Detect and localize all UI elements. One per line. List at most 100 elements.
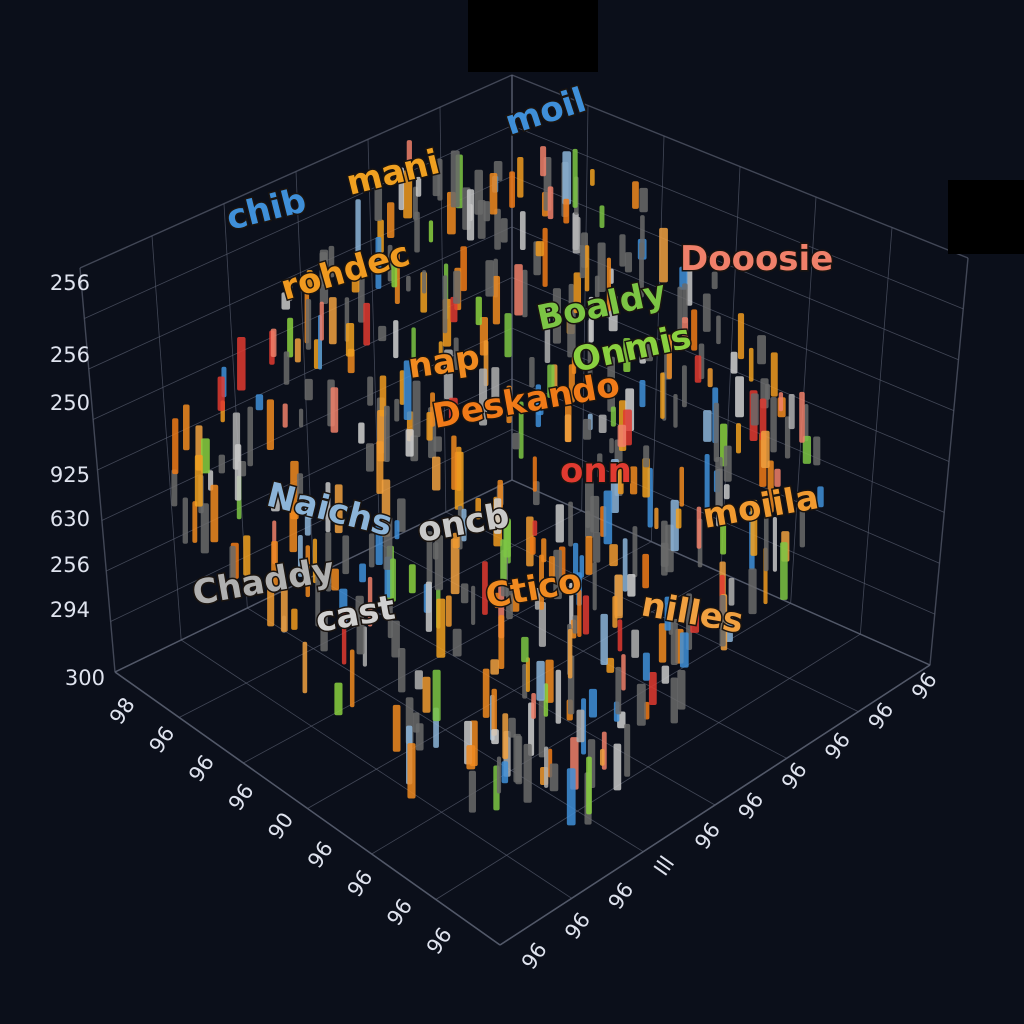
grid-line (511, 277, 950, 462)
bristle (761, 430, 770, 469)
bristle (598, 414, 607, 434)
bristle (460, 246, 467, 292)
bristle (568, 501, 573, 547)
bristle (407, 743, 416, 799)
bristle (804, 403, 809, 442)
bristle (280, 584, 288, 632)
bristle (725, 612, 733, 643)
grid-line (499, 664, 931, 946)
bristle (355, 595, 364, 626)
bristle (475, 296, 482, 326)
bristle (617, 461, 624, 495)
bristle (391, 620, 400, 658)
y-axis-label: 294 (50, 598, 90, 622)
bristle (391, 256, 398, 288)
bristle (500, 539, 507, 581)
bristle (590, 169, 595, 186)
bristle (243, 535, 251, 576)
bristle (661, 665, 670, 684)
bristle (403, 360, 412, 421)
bristle (325, 482, 331, 533)
bristle (491, 688, 497, 736)
bristle (331, 568, 339, 591)
bristle (302, 641, 308, 694)
bristle (567, 306, 576, 358)
bristle (648, 671, 657, 706)
bristle (341, 608, 347, 665)
bristle (403, 170, 413, 219)
bristle (535, 241, 544, 257)
bristle (451, 435, 457, 490)
bristle (603, 490, 613, 545)
bristle (704, 454, 710, 513)
bristle (325, 532, 332, 585)
bristle (640, 215, 645, 258)
bristle (627, 573, 636, 597)
bristle (304, 378, 313, 401)
bristle (494, 208, 501, 250)
bristle (298, 408, 304, 428)
bristle (496, 756, 502, 794)
grid-line (511, 125, 964, 310)
bristle (247, 406, 254, 467)
bristle (642, 652, 650, 681)
bristle (767, 460, 774, 513)
bristle (518, 401, 524, 459)
bristle (544, 746, 549, 788)
bristle (535, 384, 541, 428)
bristle (291, 608, 298, 630)
bristle (599, 205, 605, 229)
bristle (200, 438, 210, 474)
bristle (606, 257, 612, 312)
grid-line (106, 378, 513, 572)
bristle (636, 683, 646, 726)
bristle (334, 682, 343, 716)
bristle (690, 610, 700, 633)
bristle (572, 615, 579, 634)
bristle (406, 140, 412, 178)
y-axis-label: 256 (50, 271, 90, 295)
bristle (735, 376, 744, 418)
bristle (799, 501, 806, 548)
bristle (192, 501, 198, 543)
bristle (450, 538, 460, 595)
bristle (538, 699, 546, 758)
bristle (615, 666, 622, 715)
bristle (183, 404, 190, 451)
bristle (682, 283, 688, 324)
bristle (813, 436, 821, 466)
grid-line (88, 175, 513, 370)
bristle (711, 271, 718, 290)
bristle (645, 344, 653, 362)
bristle (547, 186, 554, 220)
bristle (466, 189, 475, 241)
bristle (194, 454, 203, 507)
grid-line (435, 633, 861, 900)
bristle (750, 499, 758, 556)
bristle (538, 601, 546, 647)
bristle (271, 541, 278, 589)
bristle (719, 595, 726, 647)
y-axis-label: 256 (50, 343, 90, 367)
bristle (624, 252, 633, 273)
bristle (569, 582, 574, 629)
bristle (229, 545, 236, 580)
bristle (757, 335, 766, 365)
bristle (817, 486, 824, 508)
bristle (306, 270, 313, 295)
bristle (474, 169, 483, 215)
bristle (622, 538, 628, 592)
black-patch (948, 180, 1024, 254)
bristle (501, 761, 509, 784)
bristle (691, 309, 698, 351)
bristle (643, 445, 650, 468)
bristle (593, 531, 601, 563)
bristle (660, 372, 665, 419)
bristle (599, 749, 605, 766)
bristle (376, 441, 384, 494)
bristle (445, 595, 452, 627)
bristle (399, 370, 405, 405)
bristle (345, 322, 355, 357)
bristle (286, 280, 293, 301)
bristle (434, 535, 444, 591)
